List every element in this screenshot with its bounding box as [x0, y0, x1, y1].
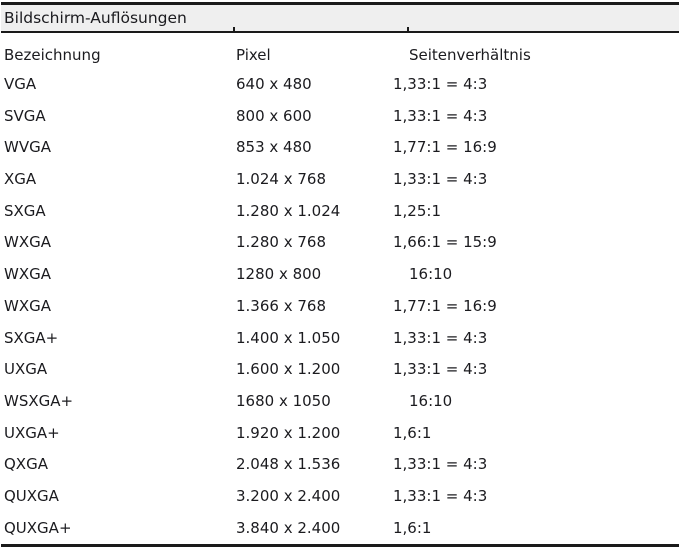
aspect-ratio-cell: 16:10 [409, 265, 453, 284]
aspect-ratio-cell: 1,25:1 [393, 201, 441, 220]
pixel-dimensions-cell: 1.400 x 1.050 [236, 328, 341, 347]
pixel-dimensions-cell: 2.048 x 1.536 [236, 455, 341, 474]
resolution-name-cell: WXGA [4, 265, 51, 284]
resolution-name-cell: QUXGA+ [4, 518, 72, 537]
table-title: Bildschirm-Auflösungen [4, 9, 187, 27]
pixel-dimensions-cell: 853 x 480 [236, 138, 312, 157]
pixel-dimensions-cell: 1.280 x 1.024 [236, 201, 341, 220]
resolution-name-cell: UXGA [4, 360, 48, 379]
pixel-dimensions-cell: 1.920 x 1.200 [236, 423, 341, 442]
table-row: WXGA 1.366 x 768 1,77:1 = 16:9 [0, 290, 683, 322]
pixel-dimensions-cell: 640 x 480 [236, 74, 312, 93]
table-row: UXGA 1.600 x 1.200 1,33:1 = 4:3 [0, 353, 683, 385]
table-row: SXGA+ 1.400 x 1.050 1,33:1 = 4:3 [0, 322, 683, 354]
pixel-dimensions-cell: 3.200 x 2.400 [236, 487, 341, 506]
table-title-bar: Bildschirm-Auflösungen [1, 5, 679, 31]
aspect-ratio-cell: 16:10 [409, 392, 453, 411]
aspect-ratio-cell: 1,33:1 = 4:3 [393, 455, 488, 474]
table-row: QUXGA+ 3.840 x 2.400 1,6:1 [0, 512, 683, 544]
resolution-name-cell: WSXGA+ [4, 392, 74, 411]
resolution-name-cell: SXGA+ [4, 328, 59, 347]
resolution-name-cell: QXGA [4, 455, 48, 474]
pixel-dimensions-cell: 1.280 x 768 [236, 233, 326, 252]
column-boundary-tick [233, 27, 235, 31]
table-row: WSXGA+ 1680 x 1050 16:10 [0, 385, 683, 417]
table-header-row: Bezeichnung Pixel Seitenverhältnis [0, 33, 683, 68]
resolution-name-cell: SVGA [4, 106, 46, 125]
top-rule [1, 2, 679, 5]
table-row: WXGA 1280 x 800 16:10 [0, 258, 683, 290]
resolution-name-cell: SXGA [4, 201, 46, 220]
aspect-ratio-cell: 1,33:1 = 4:3 [393, 487, 488, 506]
aspect-ratio-cell: 1,33:1 = 4:3 [393, 170, 488, 189]
bottom-rule [1, 544, 679, 547]
column-header-pixel: Pixel [236, 46, 271, 64]
resolution-name-cell: WVGA [4, 138, 51, 157]
column-boundary-tick [407, 27, 409, 31]
pixel-dimensions-cell: 1.366 x 768 [236, 296, 326, 315]
column-header-bezeichnung: Bezeichnung [4, 46, 101, 64]
aspect-ratio-cell: 1,33:1 = 4:3 [393, 106, 488, 125]
pixel-dimensions-cell: 1280 x 800 [236, 265, 322, 284]
aspect-ratio-cell: 1,6:1 [393, 423, 432, 442]
resolution-name-cell: WXGA [4, 296, 51, 315]
table-row: WVGA 853 x 480 1,77:1 = 16:9 [0, 131, 683, 163]
aspect-ratio-cell: 1,33:1 = 4:3 [393, 74, 488, 93]
pixel-dimensions-cell: 3.840 x 2.400 [236, 518, 341, 537]
aspect-ratio-cell: 1,77:1 = 16:9 [393, 296, 497, 315]
resolution-name-cell: WXGA [4, 233, 51, 252]
column-header-seitenverhaeltnis: Seitenverhältnis [409, 46, 531, 64]
table-row: VGA 640 x 480 1,33:1 = 4:3 [0, 68, 683, 100]
table-row: WXGA 1.280 x 768 1,66:1 = 15:9 [0, 227, 683, 259]
table-row: SVGA 800 x 600 1,33:1 = 4:3 [0, 100, 683, 132]
aspect-ratio-cell: 1,77:1 = 16:9 [393, 138, 497, 157]
pixel-dimensions-cell: 1680 x 1050 [236, 392, 331, 411]
table-row: UXGA+ 1.920 x 1.200 1,6:1 [0, 417, 683, 449]
resolution-name-cell: UXGA+ [4, 423, 60, 442]
pixel-dimensions-cell: 1.600 x 1.200 [236, 360, 341, 379]
aspect-ratio-cell: 1,6:1 [393, 518, 432, 537]
table-row: XGA 1.024 x 768 1,33:1 = 4:3 [0, 163, 683, 195]
resolution-name-cell: XGA [4, 170, 37, 189]
aspect-ratio-cell: 1,33:1 = 4:3 [393, 328, 488, 347]
pixel-dimensions-cell: 800 x 600 [236, 106, 312, 125]
aspect-ratio-cell: 1,66:1 = 15:9 [393, 233, 497, 252]
aspect-ratio-cell: 1,33:1 = 4:3 [393, 360, 488, 379]
pixel-dimensions-cell: 1.024 x 768 [236, 170, 326, 189]
resolution-name-cell: QUXGA [4, 487, 59, 506]
table-row: SXGA 1.280 x 1.024 1,25:1 [0, 195, 683, 227]
title-divider-rule [1, 31, 679, 33]
table-body: VGA 640 x 480 1,33:1 = 4:3 SVGA 800 x 60… [0, 68, 683, 544]
resolution-name-cell: VGA [4, 74, 37, 93]
table-row: QXGA 2.048 x 1.536 1,33:1 = 4:3 [0, 449, 683, 481]
table-row: QUXGA 3.200 x 2.400 1,33:1 = 4:3 [0, 480, 683, 512]
